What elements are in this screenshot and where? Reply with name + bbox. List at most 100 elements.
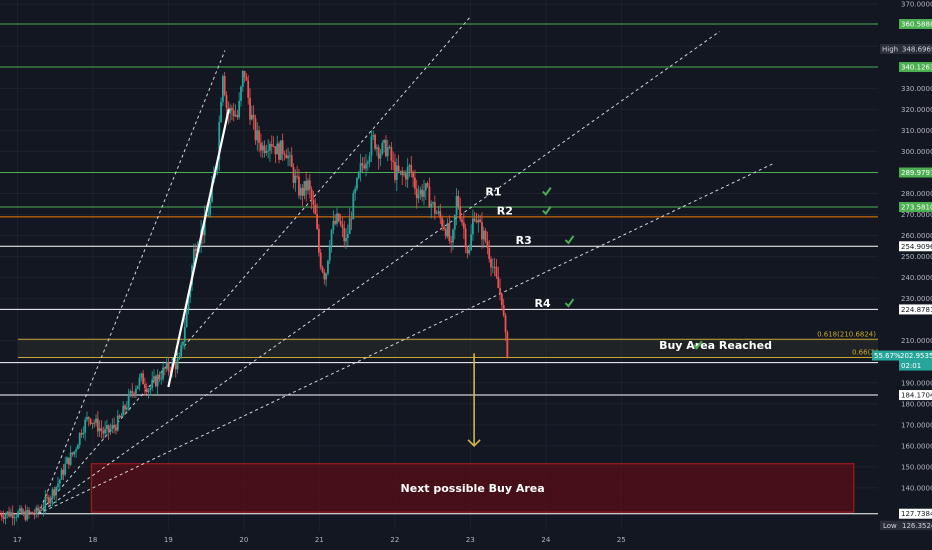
candle-body [443,226,445,230]
candle-body [468,249,471,254]
check-icon [564,235,575,245]
candle-body [104,428,106,434]
candle-body [115,427,117,431]
price-tick-label: 180.0000 [901,400,932,408]
candle-body [303,180,306,196]
price-axis-bg [878,0,932,550]
candle-body [250,114,253,120]
candle-body [285,154,288,159]
candle-body [87,416,90,419]
candle-body [53,489,56,496]
level-price-tag [899,241,932,252]
candle-body [368,155,371,163]
candle-body [51,489,54,499]
candle-body [6,511,9,515]
candle-body [328,246,331,261]
candle-body [158,374,161,380]
candle-body [270,143,273,147]
candle-body [296,175,299,177]
level-price-tag [899,304,932,315]
candle-body [317,228,320,253]
candle-body [78,432,81,445]
candle-body [504,315,507,333]
candle-body [439,211,442,219]
candle-body [397,165,400,172]
candle-body [106,425,108,429]
candle-body [162,367,164,379]
candle-body [124,405,126,410]
candle-body [305,180,308,191]
candle-body [232,110,235,117]
candle-body [346,233,349,238]
price-axis[interactable]: 370.0000350.0000330.0000320.0000310.0000… [872,0,932,550]
candle-body [129,391,132,395]
candle-body [370,136,373,156]
candle-body [44,496,47,508]
candle-body [348,218,351,234]
candle-body [394,162,396,180]
candle-body [98,428,101,432]
time-axis[interactable]: 17 18 19 20 21 22 23 24 25 [0,530,932,550]
candle-body [15,516,18,518]
candle-body [91,422,94,424]
candle-body [359,163,362,173]
candle-body [473,218,476,221]
candle-body [261,145,264,151]
candle-body [477,219,480,223]
candle-body [379,153,382,159]
candle-body [194,248,197,252]
candle-body [234,114,237,117]
candle-body [231,107,233,111]
candle-body [125,407,128,410]
candle-body [71,452,74,455]
level-price-label: 127.7384 [901,510,932,518]
candle-body [441,218,443,227]
candle-body [343,227,346,242]
candle-body [13,517,16,519]
level-price-label: 184.1704 [901,392,932,400]
candle-body [42,507,45,511]
candle-body [292,167,295,183]
trend-line [167,109,230,388]
candle-body [390,146,393,161]
candle-body [187,297,190,310]
candle-body [77,444,79,450]
candle-body [408,165,411,167]
candle-body [19,508,21,512]
candle-body [381,142,384,154]
candle-body [163,367,166,369]
candle-body [497,276,500,288]
candle-body [279,140,282,160]
candle-body [145,388,148,393]
candle-body [412,172,415,178]
candle-body [116,415,119,431]
candle-body [350,218,353,220]
candle-body [464,228,467,248]
candle-body [341,224,344,228]
candle-body [450,241,453,243]
candle-body [288,155,291,157]
candle-body [122,405,125,416]
candle-body [118,415,121,418]
level-price-tag [899,201,932,212]
candle-body [75,449,77,452]
candle-body [423,190,425,197]
dashed-trend-line [38,31,720,515]
candle-body [493,266,496,268]
high-value: 348.6969 [902,46,932,54]
candle-body [314,204,317,215]
candle-body [9,512,12,517]
annotations: R1 R2 R3 R4 Buy Area Reached [485,186,772,353]
candle-body [4,514,7,519]
candle-body [100,428,103,431]
countdown-tag [899,360,932,371]
candle-body [57,483,59,487]
candle-body [290,155,293,168]
candle-body [109,428,112,432]
fib-zone-fill [18,339,878,358]
candle-body [263,145,266,153]
candle-body [269,143,271,151]
candle-body [142,373,145,385]
candle-body [495,266,498,277]
